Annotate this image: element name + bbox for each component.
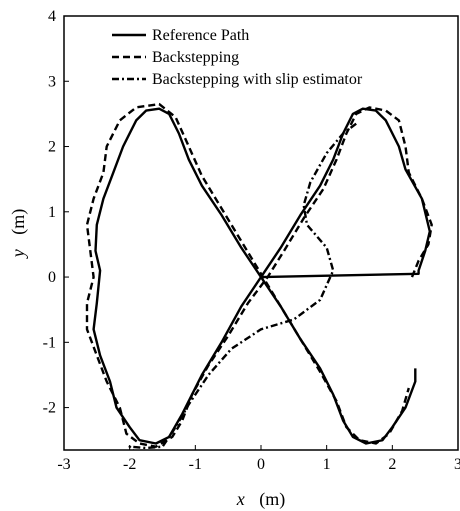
legend: Reference Path Backstepping Backstepping w… <box>112 27 363 88</box>
y-axis-unit: (m) <box>8 209 29 235</box>
x-tick-label: 1 <box>323 456 331 473</box>
y-tick-label: 3 <box>48 73 56 90</box>
x-tick-label: -1 <box>189 456 202 473</box>
y-tick-label: 2 <box>48 139 56 156</box>
x-tick-label: -3 <box>57 456 70 473</box>
y-axis-label: y (m) <box>8 209 29 260</box>
y-tick-label: -1 <box>43 334 56 351</box>
legend-label: Backstepping <box>152 49 239 66</box>
y-tick-label: 0 <box>48 269 56 286</box>
series-line-backstepping <box>85 102 433 448</box>
x-tick-label: 2 <box>388 456 396 473</box>
series-layer <box>85 102 433 450</box>
axis-labels: x (m) y (m) <box>8 209 285 510</box>
x-axis-unit: (m) <box>259 489 285 510</box>
legend-label: Backstepping with slip estimator <box>152 71 363 88</box>
series-line-backstepping-with-slip-estimator <box>128 122 357 450</box>
legend-label: Reference Path <box>152 27 249 44</box>
y-tick-label: 1 <box>48 204 56 221</box>
y-tick-label: -2 <box>43 400 56 417</box>
x-tick-label: 3 <box>454 456 460 473</box>
axis-ticks: -3 -2 -1 0 1 2 3 -2 -1 0 1 2 3 4 <box>43 8 460 473</box>
x-tick-label: 0 <box>257 456 265 473</box>
x-axis-label: x (m) <box>236 489 286 510</box>
y-axis-var: y <box>8 249 28 259</box>
x-axis-var: x <box>236 489 245 509</box>
x-tick-label: -2 <box>123 456 136 473</box>
y-tick-label: 4 <box>48 8 56 25</box>
